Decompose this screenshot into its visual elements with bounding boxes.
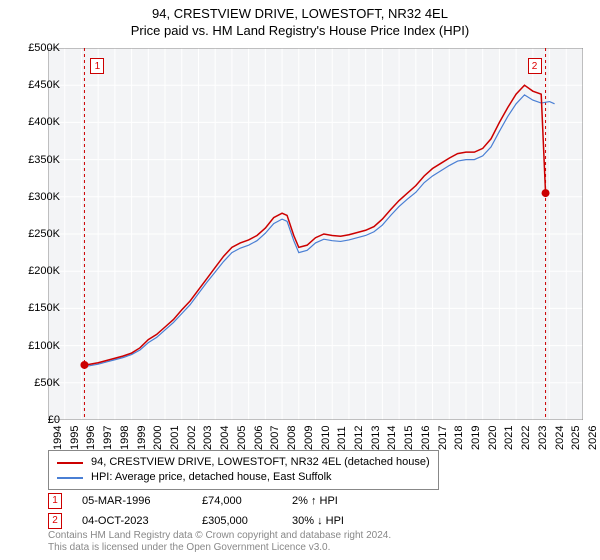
y-axis-tick-label: £400K xyxy=(10,116,60,128)
x-axis-tick-label: 2008 xyxy=(286,426,298,450)
x-axis-tick-label: 2018 xyxy=(453,426,465,450)
x-axis-tick-label: 2009 xyxy=(303,426,315,450)
table-row: 2 04-OCT-2023 £305,000 30% ↓ HPI xyxy=(48,512,402,530)
x-axis-tick-label: 2011 xyxy=(336,426,348,450)
x-axis-tick-label: 2016 xyxy=(420,426,432,450)
chart-transaction-badge: 1 xyxy=(90,58,104,74)
x-axis-tick-label: 2010 xyxy=(320,426,332,450)
transaction-price: £305,000 xyxy=(202,512,292,530)
x-axis-tick-label: 2005 xyxy=(236,426,248,450)
x-axis-tick-label: 1997 xyxy=(102,426,114,450)
transaction-price: £74,000 xyxy=(202,492,292,510)
x-axis-tick-label: 2001 xyxy=(169,426,181,450)
legend-row: 94, CRESTVIEW DRIVE, LOWESTOFT, NR32 4EL… xyxy=(57,455,430,470)
x-axis-tick-label: 2019 xyxy=(470,426,482,450)
transaction-delta: 2% ↑ HPI xyxy=(292,492,402,510)
y-axis-tick-label: £250K xyxy=(10,228,60,240)
chart-title-line1: 94, CRESTVIEW DRIVE, LOWESTOFT, NR32 4EL xyxy=(0,0,600,21)
price-chart xyxy=(48,48,583,420)
chart-transaction-badge: 2 xyxy=(528,58,542,74)
y-axis-tick-label: £300K xyxy=(10,191,60,203)
footer-line: Contains HM Land Registry data © Crown c… xyxy=(48,530,391,542)
table-row: 1 05-MAR-1996 £74,000 2% ↑ HPI xyxy=(48,492,402,510)
footer-attribution: Contains HM Land Registry data © Crown c… xyxy=(48,530,391,554)
x-axis-tick-label: 1998 xyxy=(119,426,131,450)
x-axis-tick-label: 1994 xyxy=(52,426,64,450)
y-axis-tick-label: £500K xyxy=(10,42,60,54)
x-axis-tick-label: 2003 xyxy=(202,426,214,450)
y-axis-tick-label: £50K xyxy=(10,377,60,389)
x-axis-tick-label: 1995 xyxy=(69,426,81,450)
y-axis-tick-label: £0 xyxy=(10,414,60,426)
x-axis-tick-label: 1996 xyxy=(85,426,97,450)
x-axis-tick-label: 2004 xyxy=(219,426,231,450)
y-axis-tick-label: £150K xyxy=(10,302,60,314)
transaction-badge: 1 xyxy=(48,493,62,509)
x-axis-tick-label: 2023 xyxy=(537,426,549,450)
x-axis-tick-label: 2021 xyxy=(503,426,515,450)
x-axis-tick-label: 2013 xyxy=(370,426,382,450)
x-axis-tick-label: 2007 xyxy=(269,426,281,450)
x-axis-tick-label: 2026 xyxy=(587,426,599,450)
x-axis-tick-label: 2022 xyxy=(520,426,532,450)
transaction-badge: 2 xyxy=(48,513,62,529)
legend-row: HPI: Average price, detached house, East… xyxy=(57,470,430,485)
y-axis-tick-label: £350K xyxy=(10,154,60,166)
transaction-date: 04-OCT-2023 xyxy=(82,512,202,530)
x-axis-tick-label: 2015 xyxy=(403,426,415,450)
x-axis-tick-label: 2006 xyxy=(253,426,265,450)
x-axis-tick-label: 2012 xyxy=(353,426,365,450)
x-axis-tick-label: 1999 xyxy=(136,426,148,450)
x-axis-tick-label: 2002 xyxy=(186,426,198,450)
transaction-table: 1 05-MAR-1996 £74,000 2% ↑ HPI 2 04-OCT-… xyxy=(48,492,402,532)
x-axis-tick-label: 2024 xyxy=(554,426,566,450)
x-axis-tick-label: 2017 xyxy=(437,426,449,450)
legend-label: HPI: Average price, detached house, East… xyxy=(91,470,332,485)
transaction-delta: 30% ↓ HPI xyxy=(292,512,402,530)
legend-label: 94, CRESTVIEW DRIVE, LOWESTOFT, NR32 4EL… xyxy=(91,455,430,470)
transaction-date: 05-MAR-1996 xyxy=(82,492,202,510)
chart-title-line2: Price paid vs. HM Land Registry's House … xyxy=(0,21,600,38)
x-axis-tick-label: 2020 xyxy=(487,426,499,450)
y-axis-tick-label: £450K xyxy=(10,79,60,91)
footer-line: This data is licensed under the Open Gov… xyxy=(48,542,391,554)
legend-swatch xyxy=(57,462,83,464)
x-axis-tick-label: 2014 xyxy=(386,426,398,450)
y-axis-tick-label: £200K xyxy=(10,265,60,277)
legend: 94, CRESTVIEW DRIVE, LOWESTOFT, NR32 4EL… xyxy=(48,450,439,490)
x-axis-tick-label: 2025 xyxy=(570,426,582,450)
y-axis-tick-label: £100K xyxy=(10,340,60,352)
legend-swatch xyxy=(57,477,83,479)
x-axis-tick-label: 2000 xyxy=(152,426,164,450)
